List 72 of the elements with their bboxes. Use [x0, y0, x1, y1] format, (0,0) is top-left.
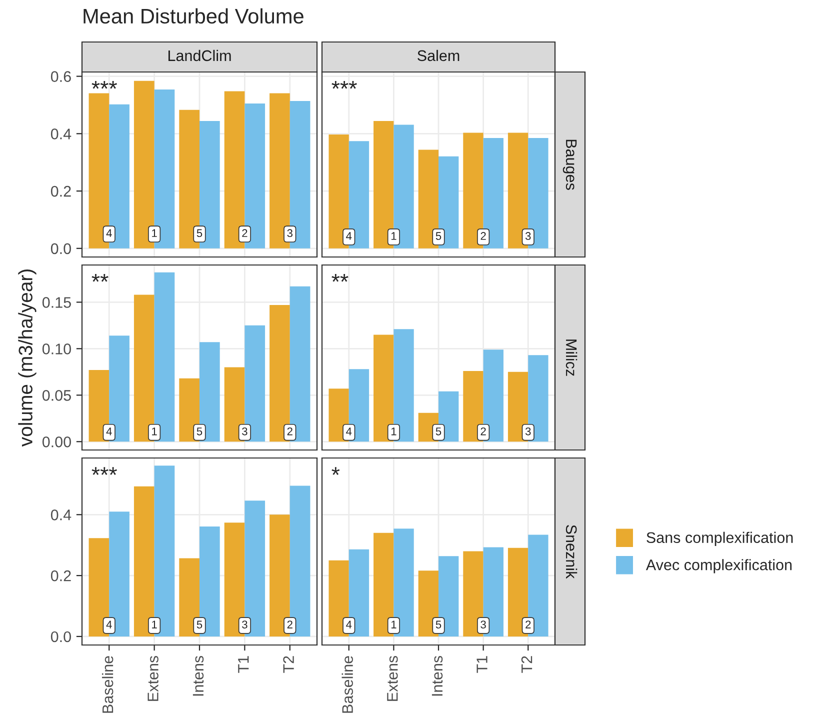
- y-axis-title: volume (m3/ha/year): [18, 270, 36, 447]
- annotation: 5: [196, 428, 202, 436]
- y-tick-label: 0.6: [50, 71, 71, 82]
- annotation: 1: [152, 620, 157, 628]
- x-tick-label: Baseline: [342, 656, 353, 713]
- legend-label: Avec complexification: [646, 559, 792, 574]
- annotation: 5: [436, 428, 442, 436]
- annotation: 5: [436, 232, 442, 240]
- chart-subtitle: Salem: [418, 50, 460, 62]
- annotation: **: [92, 274, 108, 282]
- y-tick-label: 0.2: [50, 570, 71, 582]
- annotation: ***: [332, 80, 357, 89]
- annotation: 1: [391, 232, 396, 240]
- annotation: ***: [92, 80, 117, 89]
- annotation: ***: [92, 467, 117, 475]
- y-tick-label: 0.15: [42, 297, 71, 308]
- x-tick-label: Baseline: [102, 656, 114, 713]
- annotation: 2: [242, 229, 248, 237]
- annotation: 4: [346, 232, 352, 240]
- annotation: **: [332, 274, 348, 282]
- x-tick-label: T1: [238, 656, 249, 673]
- bar: [154, 89, 175, 248]
- x-tick-label: Extens: [387, 656, 398, 701]
- annotation: 3: [287, 229, 292, 238]
- annotation: 2: [480, 427, 486, 436]
- annotation: 1: [391, 620, 396, 628]
- x-tick-label: Extens: [148, 656, 158, 701]
- annotation: 3: [525, 232, 531, 240]
- chart-title: Mean Disturbed Volume: [84, 8, 304, 24]
- y2-axis-title: Milicz: [566, 340, 578, 376]
- y2-axis-title: Sneznik: [566, 525, 578, 579]
- annotation: 2: [526, 620, 531, 628]
- annotation: 2: [287, 620, 292, 628]
- bar: [154, 466, 175, 636]
- y-tick-label: 0.0: [50, 243, 71, 254]
- x-tick-label: T2: [521, 656, 532, 673]
- annotation: 3: [480, 620, 486, 628]
- annotation: 3: [242, 427, 248, 436]
- annotation: 5: [196, 229, 202, 238]
- annotation: 2: [287, 427, 292, 436]
- annotation: *: [332, 467, 340, 475]
- bar: [394, 124, 414, 248]
- annotation: 2: [480, 232, 486, 240]
- annotation: 4: [106, 428, 112, 436]
- bar: [154, 272, 175, 442]
- chart-subtitle: LandClim: [168, 50, 231, 62]
- y-tick-label: 0.10: [42, 344, 71, 354]
- annotation: 5: [196, 620, 202, 628]
- x-tick-label: Intens: [432, 656, 443, 696]
- annotation: 3: [242, 620, 248, 628]
- y-tick-label: 0.0: [50, 631, 71, 642]
- y-tick-label: 0.00: [42, 436, 71, 448]
- annotation: 1: [391, 428, 396, 436]
- x-tick-label: Intens: [192, 656, 204, 696]
- annotation: 4: [106, 229, 112, 237]
- y-tick-label: 0.4: [50, 128, 72, 140]
- y-tick-label: 0.4: [50, 510, 72, 520]
- annotation: 1: [152, 229, 157, 237]
- annotation: 4: [106, 620, 112, 628]
- y2-axis-title: Bauges: [562, 140, 577, 190]
- bar: [394, 528, 414, 636]
- y-tick-label: 0.2: [50, 186, 71, 197]
- annotation: 3: [525, 427, 531, 436]
- legend-label: Sans complexification: [646, 532, 793, 546]
- annotation: 5: [436, 620, 442, 628]
- x-tick-label: T1: [476, 656, 488, 673]
- y-tick-label: 0.05: [42, 390, 71, 401]
- annotation: 4: [346, 428, 352, 436]
- bar: [394, 329, 414, 442]
- x-tick-label: T2: [283, 656, 294, 673]
- annotation: 4: [346, 620, 352, 628]
- annotation: 1: [152, 428, 157, 436]
